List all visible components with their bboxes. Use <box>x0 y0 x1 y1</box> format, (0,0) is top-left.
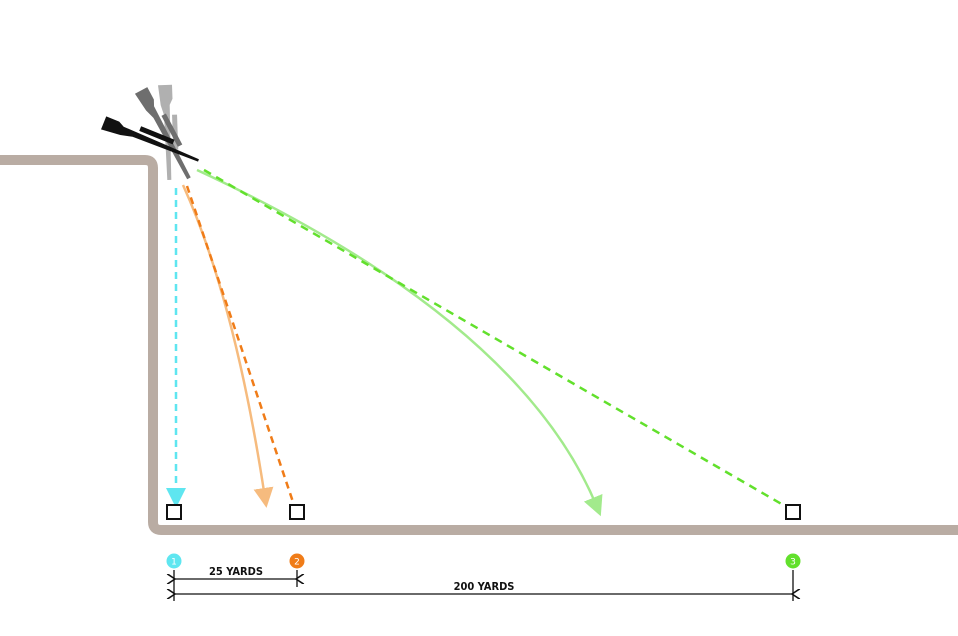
trajectory-200yd-curve <box>196 168 603 517</box>
marker-2: 2 <box>289 553 305 569</box>
trajectory-25yd-dashed <box>185 185 295 503</box>
marker-2-label: 2 <box>294 558 300 568</box>
label-200-yards: 200 YARDS <box>454 580 515 593</box>
rifle-icon-light <box>158 84 179 181</box>
trajectory-25yd-curve <box>181 184 274 508</box>
target-square-icon-3 <box>785 504 801 520</box>
ground-wall <box>0 155 958 535</box>
target-square-icon-1 <box>166 504 182 520</box>
rifle-icon-gray <box>134 87 191 180</box>
target-square-icon-2 <box>289 504 305 520</box>
rifle-icon-black <box>101 116 199 162</box>
marker-3: 3 <box>785 553 801 569</box>
label-25-yards: 25 YARDS <box>209 565 263 578</box>
marker-1-label: 1 <box>171 558 177 568</box>
marker-1: 1 <box>166 553 182 569</box>
trajectory-200yd-dashed <box>203 168 786 508</box>
marker-3-label: 3 <box>790 558 796 568</box>
